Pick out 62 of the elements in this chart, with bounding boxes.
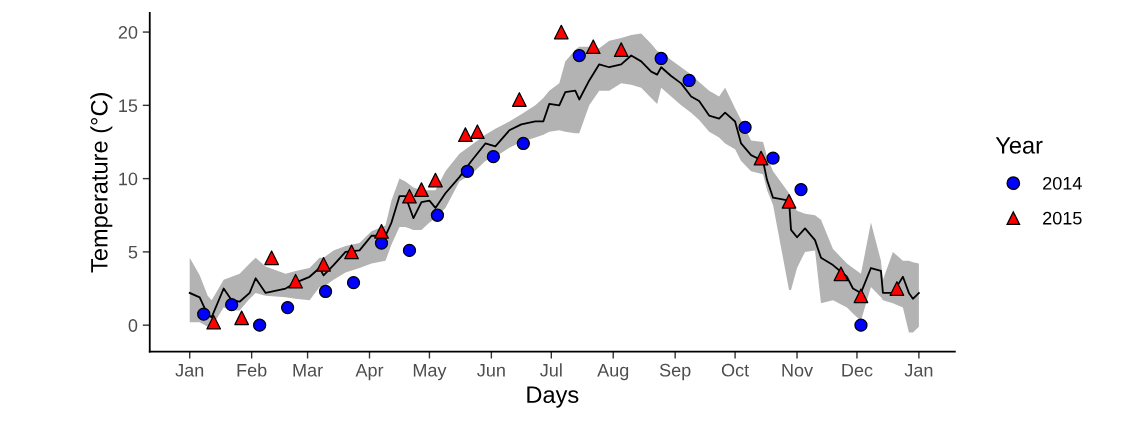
point <box>280 300 295 315</box>
point <box>738 120 752 134</box>
point <box>225 298 239 312</box>
legend-title: Year <box>995 137 1043 154</box>
point <box>585 39 601 55</box>
point <box>682 73 696 88</box>
x-axis-title: Days <box>527 386 579 408</box>
point <box>288 273 303 289</box>
y-axis-title: Temperature (°C) <box>90 93 113 273</box>
x-tick-label: Apr <box>355 364 384 381</box>
point <box>833 266 849 282</box>
point <box>516 136 530 151</box>
x-tick-label: Nov <box>782 364 814 377</box>
point <box>781 193 797 209</box>
y-tick-label: 0 <box>128 319 138 332</box>
x-tick-label: Jan <box>904 364 933 377</box>
point <box>197 307 211 321</box>
point <box>766 151 780 165</box>
point <box>613 42 629 58</box>
x-tick-label: May <box>413 364 447 381</box>
point <box>402 188 417 204</box>
x-tick-label: Dec <box>842 364 873 377</box>
point <box>316 256 331 272</box>
point <box>402 243 417 258</box>
point <box>486 149 501 164</box>
x-tick-label: Jan <box>175 364 204 377</box>
x-tick-label: Sep <box>659 363 691 381</box>
point <box>234 310 250 326</box>
legend-label: 2015 <box>1043 211 1082 225</box>
x-tick-label: Jun <box>477 364 505 377</box>
point <box>458 127 473 143</box>
y-tick-label: 20 <box>118 26 138 39</box>
point <box>889 281 905 296</box>
point <box>553 24 569 40</box>
point <box>460 164 475 178</box>
point <box>794 182 808 197</box>
point <box>853 288 869 304</box>
point <box>430 208 445 222</box>
x-tick-label: Oct <box>721 363 750 377</box>
y-tick-label: 5 <box>128 246 138 259</box>
x-tick-label: Aug <box>597 364 629 381</box>
point <box>572 48 586 63</box>
point <box>318 284 333 299</box>
x-tick-label: Mar <box>293 364 323 377</box>
y-tick-label: 10 <box>119 172 138 186</box>
point <box>206 314 222 330</box>
point <box>252 318 267 332</box>
point <box>753 150 769 166</box>
x-tick-label: Jul <box>540 363 562 377</box>
point <box>654 51 668 66</box>
point <box>264 250 280 266</box>
x-tick-label: Feb <box>237 363 267 377</box>
point <box>414 182 429 198</box>
legend-label: 2014 <box>1043 176 1082 190</box>
point <box>511 92 527 107</box>
point <box>854 318 868 332</box>
point <box>374 223 389 239</box>
point <box>469 124 485 140</box>
point <box>346 276 361 290</box>
point <box>344 244 359 260</box>
point <box>428 172 443 188</box>
y-tick-label: 15 <box>119 99 138 113</box>
